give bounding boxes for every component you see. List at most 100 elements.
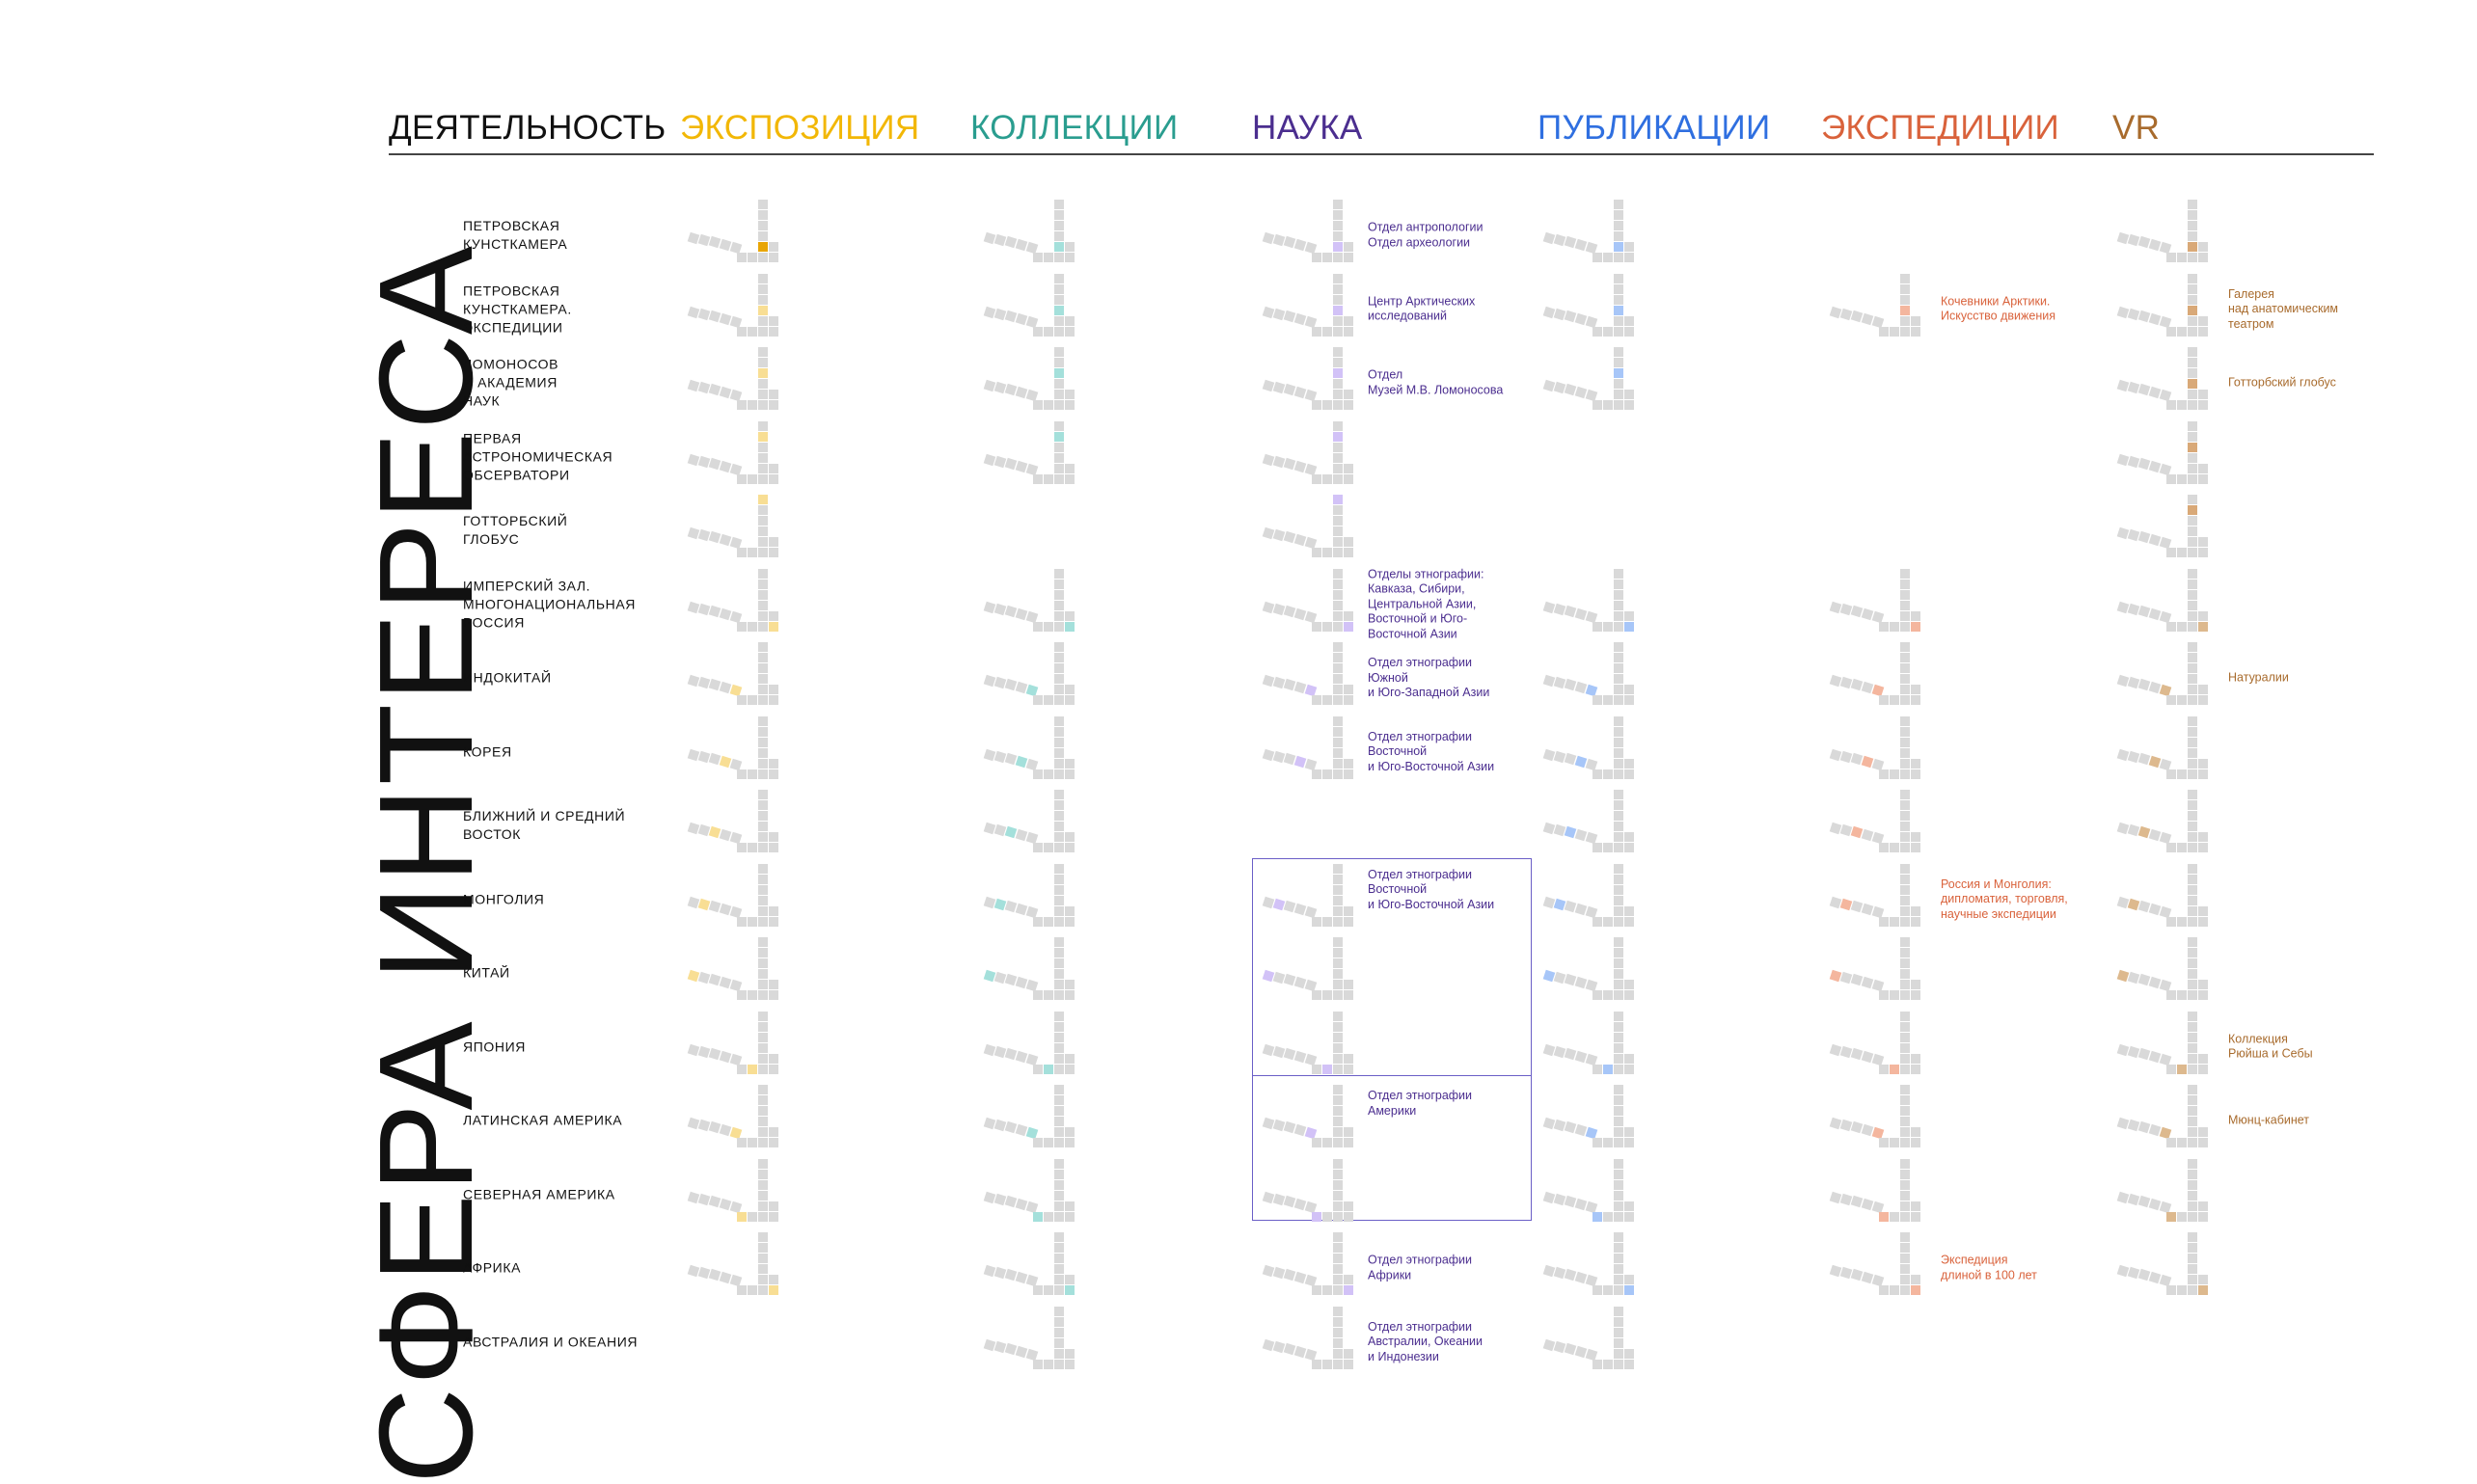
room-cell [2188,980,2197,989]
room-cell [1065,390,1075,399]
row-label: ПЕТРОВСКАЯ КУНСТКАМЕРА. ЭКСПЕДИЦИИ [463,283,572,335]
room-cell [1333,969,1343,979]
room-cell [994,308,1007,320]
building-plan-glyph-vr-9 [2116,790,2208,852]
room-cell [2188,832,2197,842]
building-plan-glyph-collections-16 [983,1306,1075,1369]
room-cell [1911,905,1920,916]
room-cell [2198,242,2208,252]
room-cell [1900,315,1910,326]
room-cell [758,1138,768,1147]
room-cell [1015,386,1028,399]
room-cell [1603,990,1613,1000]
room-cell [1614,1254,1623,1263]
highlighted-room [2159,1126,2172,1140]
room-cell [719,386,732,399]
room-cell [1004,678,1018,691]
room-cell [2166,253,2176,262]
room-cell [758,600,768,610]
highlighted-room [758,305,768,315]
room-cell [1322,548,1332,557]
header-title: ДЕЯТЕЛЬНОСТЬ [389,109,667,147]
room-cell [1025,758,1039,770]
room-cell [2127,750,2140,763]
room-cell [1272,1340,1286,1353]
room-cell [2188,811,2197,821]
room-cell [729,389,743,402]
room-cell [1044,695,1053,705]
highlighted-room [1333,431,1343,442]
room-cell [719,312,732,325]
room-cell [1861,903,1874,915]
building-plan-glyph-vr-2 [2116,273,2208,337]
room-cell [2188,695,2197,705]
room-cell [1054,1232,1064,1242]
room-cell [769,990,778,1000]
room-cell [1614,769,1623,779]
room-cell [737,843,747,852]
building-plan-glyph-science-4 [1262,420,1353,484]
room-cell [1592,1064,1602,1074]
room-cell [2188,747,2197,758]
room-cell [2159,1201,2172,1213]
room-cell [983,1264,996,1278]
room-cell [1333,610,1343,621]
room-cell [1283,1342,1296,1355]
room-cell [1890,1138,1899,1147]
room-cell [2188,1053,2197,1064]
room-cell [2166,548,2176,557]
room-cell [697,1193,711,1205]
room-cell [1065,400,1075,410]
room-cell [1283,973,1296,986]
room-cell [1900,916,1910,927]
room-cell [1004,1047,1018,1060]
building-plan-glyph-exposition-4 [687,420,778,484]
room-cell [1553,381,1566,394]
room-cell [1333,1337,1343,1348]
room-cell [1304,536,1318,550]
highlighted-room [1322,1064,1332,1074]
room-cell [769,758,778,769]
room-cell [719,533,732,547]
room-cell [758,1190,768,1201]
room-cell [1614,1042,1623,1053]
highlighted-room [729,684,743,697]
room-cell [697,1045,711,1058]
room-cell [2188,548,2197,557]
highlighted-room [1333,495,1343,504]
room-cell [1054,600,1064,610]
room-cell [1850,1268,1864,1282]
column-header-expeditions: ЭКСПЕДИЦИИ [1821,109,2059,147]
room-cell [1054,843,1064,852]
room-cell [1614,642,1623,652]
room-cell [1900,1138,1910,1147]
room-cell [1312,916,1321,927]
room-cell [1065,1211,1075,1222]
column-header-exposition: ЭКСПОЗИЦИЯ [680,109,920,147]
building-plan-glyph-expeditions-6 [1829,568,1920,632]
room-cell [1564,310,1577,322]
building-plan-glyph-science-11 [1262,937,1353,1000]
room-cell [2166,843,2176,852]
room-cell [719,607,732,620]
building-plan-glyph-exposition-12 [687,1011,778,1074]
building-plan-glyph-collections-8 [983,715,1075,779]
room-cell [758,1106,768,1116]
highlighted-room [697,898,711,910]
room-cell [729,905,743,918]
room-cell [983,1117,996,1130]
building-plan-glyph-publications-16 [1542,1306,1634,1369]
room-cell [983,674,996,688]
room-cell [758,1264,768,1274]
building-plan-glyph-vr-13 [2116,1085,2208,1147]
room-cell [2177,548,2187,557]
department-note-science: Отдел этнографии Восточной и Юго-Восточн… [1368,729,1495,773]
room-cell [1054,1158,1064,1169]
room-cell [1614,1285,1623,1295]
department-note-science: Отдел антропологии Отдел археологии [1368,220,1483,250]
room-cell [1283,235,1296,249]
room-cell [1054,210,1064,220]
room-cell [1879,621,1889,632]
room-cell [1585,1053,1598,1066]
room-cell [1624,1127,1634,1137]
